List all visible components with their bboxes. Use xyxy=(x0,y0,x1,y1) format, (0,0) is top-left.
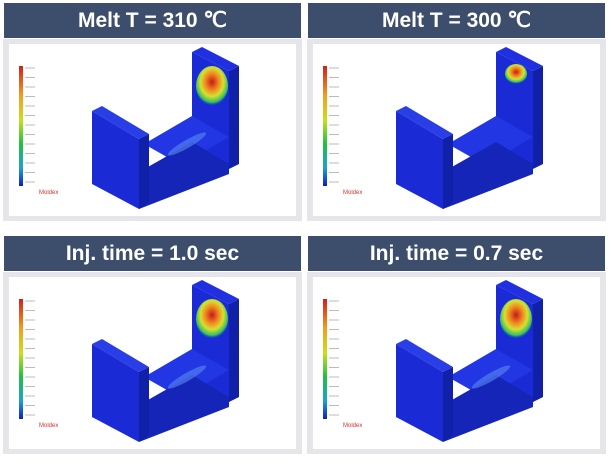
hotspot xyxy=(500,299,532,339)
panel-title: Melt T = 300 ℃ xyxy=(307,2,606,39)
floor-streak xyxy=(167,365,207,389)
back-wall-top xyxy=(496,280,543,304)
left-wall-side xyxy=(443,134,453,209)
simulation-image: Moldex xyxy=(307,39,606,221)
left-wall xyxy=(92,111,139,209)
software-logo: Moldex xyxy=(39,190,58,196)
floor-streak xyxy=(167,132,207,156)
left-wall xyxy=(396,344,443,442)
base-front xyxy=(139,142,229,209)
back-wall-side xyxy=(229,66,239,169)
panel-title: Inj. time = 1.0 sec xyxy=(3,235,302,272)
render: Moldex xyxy=(9,277,296,449)
floor-streak xyxy=(471,365,511,389)
left-wall-top xyxy=(396,106,453,139)
panel-title: Inj. time = 0.7 sec xyxy=(307,235,606,272)
color-scale xyxy=(323,66,327,186)
left-wall-side xyxy=(443,367,453,442)
base-front xyxy=(443,142,533,209)
back-wall-side xyxy=(229,299,239,402)
color-scale xyxy=(323,299,327,419)
software-logo: Moldex xyxy=(343,190,362,196)
panel: Inj. time = 0.7 sec Moldex xyxy=(307,235,606,454)
back-wall-side xyxy=(533,66,543,169)
simulation-image: Moldex xyxy=(3,272,302,454)
software-logo: Moldex xyxy=(39,423,58,429)
hotspot xyxy=(505,64,527,84)
render: Moldex xyxy=(9,44,296,216)
left-wall-top xyxy=(92,339,149,372)
base-front xyxy=(139,375,229,442)
left-wall-side xyxy=(139,367,149,442)
floor xyxy=(448,116,533,165)
simulation-image: Moldex xyxy=(307,272,606,454)
base-front xyxy=(443,375,533,442)
back-wall-top xyxy=(192,47,239,71)
hotspot xyxy=(196,299,228,339)
back-wall-side xyxy=(533,299,543,402)
left-wall-side xyxy=(139,134,149,209)
simulation-image: Moldex xyxy=(3,39,302,221)
panel: Melt T = 300 ℃ Moldex xyxy=(307,2,606,221)
render: Moldex xyxy=(313,277,600,449)
render: Moldex xyxy=(313,44,600,216)
left-wall xyxy=(396,111,443,209)
panel: Inj. time = 1.0 sec Moldex xyxy=(3,235,302,454)
color-scale xyxy=(19,299,23,419)
panel: Melt T = 310 ℃ Moldex xyxy=(3,2,302,221)
hotspot xyxy=(196,66,228,106)
back-wall-top xyxy=(192,280,239,304)
panel-title: Melt T = 310 ℃ xyxy=(3,2,302,39)
left-wall xyxy=(92,344,139,442)
software-logo: Moldex xyxy=(343,423,362,429)
color-scale xyxy=(19,66,23,186)
left-wall-top xyxy=(92,106,149,139)
left-wall-top xyxy=(396,339,453,372)
back-wall-top xyxy=(496,47,543,71)
